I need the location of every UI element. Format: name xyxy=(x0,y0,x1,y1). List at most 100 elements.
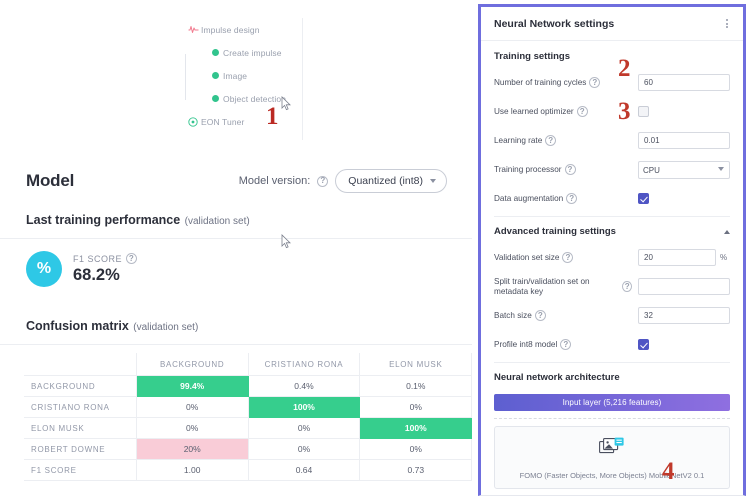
table-head: BACKGROUND CRISTIANO RONA ELON MUSK ROBE… xyxy=(24,353,472,376)
field-control xyxy=(638,106,730,117)
last-training-performance-header: Last training performance (validation se… xyxy=(0,203,472,238)
matrix-cell: 0.1% xyxy=(359,375,472,397)
question-icon[interactable]: ? xyxy=(562,252,574,263)
field-validation-set-size: Validation set size ? % xyxy=(494,246,730,269)
field-label: Use learned optimizer ? xyxy=(494,106,638,117)
field-label: Validation set size ? xyxy=(494,252,638,263)
chevron-up-icon[interactable] xyxy=(724,229,730,234)
input-layer-bar[interactable]: Input layer (5,216 features) xyxy=(494,394,730,411)
training-cycles-input[interactable] xyxy=(638,74,730,91)
eon-icon xyxy=(185,116,201,127)
divider xyxy=(494,362,730,363)
confusion-matrix-table-wrap: BACKGROUND CRISTIANO RONA ELON MUSK ROBE… xyxy=(0,345,472,481)
field-training-processor: Training processor ? CPU xyxy=(494,158,730,181)
divider xyxy=(494,216,730,217)
matrix-cell: 99.4% xyxy=(135,375,249,397)
training-settings-title: Training settings xyxy=(494,51,571,62)
confusion-matrix-title: Confusion matrix xyxy=(26,319,129,333)
learning-rate-input[interactable] xyxy=(638,132,730,149)
model-version-select[interactable]: Quantized (int8) xyxy=(335,169,447,193)
question-icon[interactable]: ? xyxy=(317,175,329,187)
mouse-cursor xyxy=(281,96,292,111)
divider xyxy=(0,238,472,239)
advanced-settings-header[interactable]: Advanced training settings xyxy=(494,226,730,237)
matrix-cell: 0% xyxy=(135,396,249,418)
matrix-cell: 0.73 xyxy=(359,459,472,481)
selected-model-card[interactable]: FOMO (Faster Objects, More Objects) Mobi… xyxy=(494,426,730,489)
question-icon[interactable]: ? xyxy=(576,106,588,117)
question-icon[interactable]: ? xyxy=(566,193,578,204)
matrix-cell: 0% xyxy=(359,396,472,418)
corner-cell xyxy=(24,353,137,376)
percent-badge-icon: % xyxy=(26,251,62,287)
question-icon[interactable]: ? xyxy=(589,77,601,88)
field-label: Profile int8 model ? xyxy=(494,339,638,350)
field-control xyxy=(638,278,730,295)
annotation-number-3: 3 xyxy=(618,98,631,125)
batch-size-input[interactable] xyxy=(638,307,730,324)
row-label: ELON MUSK xyxy=(24,417,137,439)
sidebar-item-label: EON Tuner xyxy=(201,116,245,127)
label-text: Number of training cycles xyxy=(494,77,587,87)
divider xyxy=(0,344,472,345)
question-icon[interactable]: ? xyxy=(622,281,632,292)
profile-int8-checkbox[interactable] xyxy=(638,339,649,350)
confusion-matrix-section: Confusion matrix (validation set) BACKGR… xyxy=(0,299,472,481)
sidebar-item-impulse-design[interactable]: Impulse design xyxy=(185,18,303,41)
validation-set-size-input[interactable] xyxy=(638,249,716,266)
model-version-group: Model version: ? Quantized (int8) xyxy=(239,169,447,193)
question-icon[interactable]: ? xyxy=(126,253,138,264)
f1-score-value: 68.2% xyxy=(73,266,120,284)
sidebar-item-create-impulse[interactable]: Create impulse xyxy=(185,41,303,64)
matrix-cell: 0% xyxy=(135,417,249,439)
training-processor-select[interactable]: CPU xyxy=(638,161,730,180)
matrix-cell: 0% xyxy=(247,438,361,460)
field-split-metadata-key: Split train/validation set on metadata k… xyxy=(494,275,730,298)
f1-score-block: % F1 SCORE ? 68.2% xyxy=(0,239,472,299)
choose-different-model-button[interactable]: Choose a different model xyxy=(494,495,730,496)
matrix-cell: 0.4% xyxy=(247,375,361,397)
field-label: Training processor ? xyxy=(494,164,638,175)
sidebar-item-image[interactable]: Image xyxy=(185,64,303,87)
connector-line xyxy=(494,418,730,419)
field-training-cycles: Number of training cycles ? xyxy=(494,71,730,94)
f1-score-label-group: F1 SCORE ? xyxy=(73,253,138,264)
question-icon[interactable]: ? xyxy=(560,339,572,350)
learned-optimizer-checkbox[interactable] xyxy=(638,106,649,117)
panel-header: Neural Network settings xyxy=(481,7,743,41)
field-label: Split train/validation set on metadata k… xyxy=(494,277,638,296)
model-version-value: Quantized (int8) xyxy=(348,175,423,187)
field-batch-size: Batch size ? xyxy=(494,304,730,327)
column-header: BACKGROUND xyxy=(135,353,249,376)
question-icon[interactable]: ? xyxy=(545,135,557,146)
matrix-cell: 0% xyxy=(247,417,361,439)
page-title: Model xyxy=(26,171,75,190)
model-version-label: Model version: xyxy=(238,175,311,187)
field-control: % xyxy=(638,249,730,266)
question-icon[interactable]: ? xyxy=(564,164,576,175)
dot-icon xyxy=(207,72,223,79)
kebab-menu-icon[interactable] xyxy=(723,17,731,30)
sidebar-item-label: Image xyxy=(223,70,248,81)
sidebar-item-object-detection[interactable]: Object detection xyxy=(185,87,303,110)
question-icon[interactable]: ? xyxy=(534,310,546,321)
data-augmentation-checkbox[interactable] xyxy=(638,193,649,204)
table-header-row: BACKGROUND CRISTIANO RONA ELON MUSK ROBE… xyxy=(24,353,472,376)
label-text: Training processor xyxy=(494,164,562,174)
model-card: Model Model version: ? Quantized (int8) … xyxy=(0,155,472,500)
dot-icon xyxy=(207,95,223,102)
split-metadata-key-input[interactable] xyxy=(638,278,730,295)
model-card-header: Model Model version: ? Quantized (int8) xyxy=(0,155,472,203)
chevron-down-icon xyxy=(430,179,436,183)
matrix-cell: 0.64 xyxy=(247,459,361,481)
label-text: Learning rate xyxy=(494,135,543,145)
neural-network-settings-panel: Neural Network settings Training setting… xyxy=(478,4,746,496)
field-control xyxy=(638,307,730,324)
annotation-number-1: 1 xyxy=(266,103,279,130)
sidebar-item-eon-tuner[interactable]: EON Tuner xyxy=(185,110,303,133)
matrix-cell: 0% xyxy=(359,438,472,460)
dot-icon xyxy=(207,49,223,56)
impulse-design-nav: Impulse design Create impulse Image Obje… xyxy=(185,18,303,140)
column-header: ELON MUSK xyxy=(359,353,472,376)
